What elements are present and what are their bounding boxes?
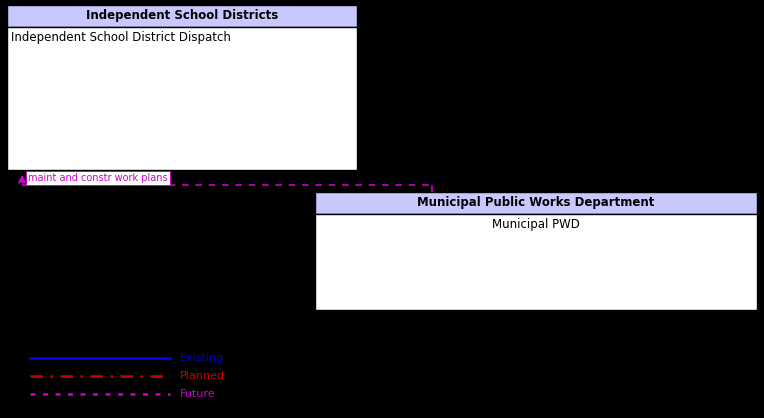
Bar [315,214,757,310]
Bar [7,5,357,27]
Text: Existing: Existing [180,353,225,363]
Text: Municipal PWD: Municipal PWD [492,218,580,231]
Text: Future: Future [180,389,215,399]
Bar [7,27,357,170]
Text: Planned: Planned [180,371,225,381]
Text: Independent School Districts: Independent School Districts [86,10,278,23]
Text: Independent School District Dispatch: Independent School District Dispatch [11,31,231,44]
Text: Municipal Public Works Department: Municipal Public Works Department [417,196,655,209]
Bar [315,192,757,214]
Text: maint and constr work plans: maint and constr work plans [28,173,167,183]
